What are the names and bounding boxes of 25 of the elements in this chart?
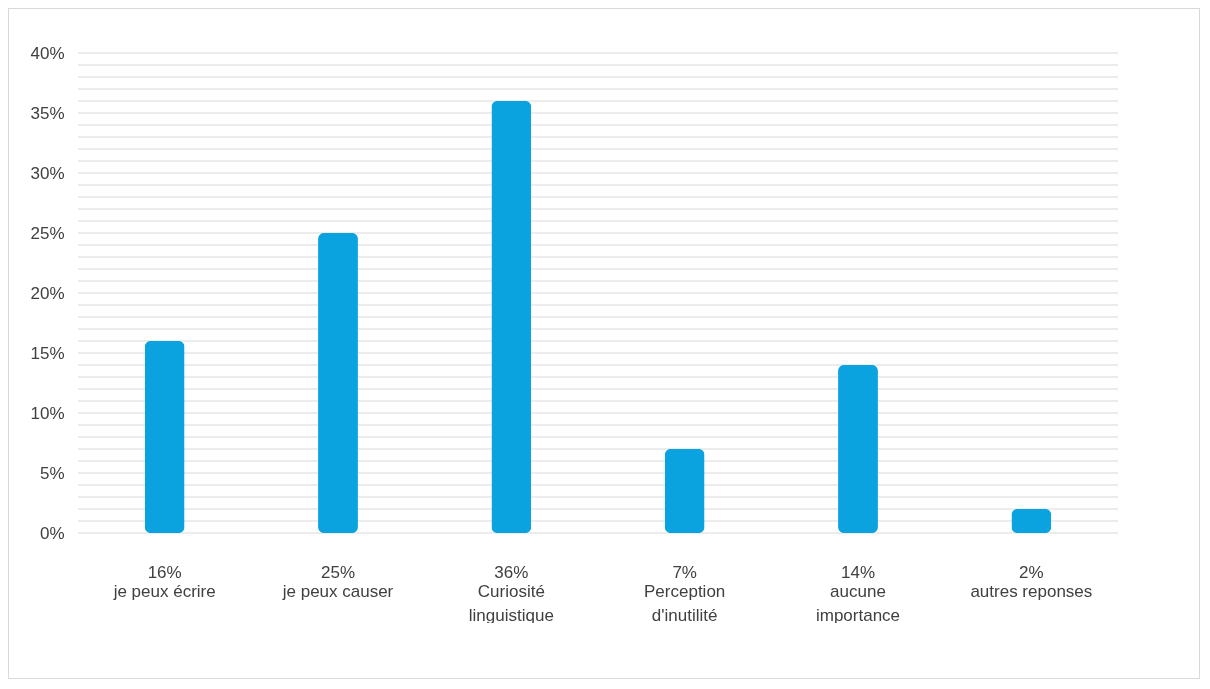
x-tick-label: je peux écrire [112, 581, 216, 601]
bar [144, 341, 185, 533]
y-tick-label: 15% [30, 343, 65, 363]
x-tick-label: je peux causer [281, 581, 394, 601]
data-label: 36% [494, 563, 529, 582]
bar [838, 365, 878, 533]
data-label: 14% [840, 563, 876, 582]
bar [1011, 509, 1052, 533]
data-label: 7% [672, 563, 697, 582]
bar [664, 449, 705, 533]
y-tick-label: 5% [39, 463, 65, 483]
y-tick-label: 40% [30, 43, 65, 63]
data-label: 25% [320, 563, 356, 582]
y-tick-label: 10% [30, 403, 65, 423]
data-label: 2% [1019, 563, 1044, 582]
data-label: 16% [147, 563, 182, 582]
y-tick-label: 20% [30, 283, 65, 303]
bar [318, 233, 358, 533]
y-tick-label: 25% [30, 223, 65, 243]
x-tick-label: Perception d'inutilité [644, 581, 726, 625]
y-tick-label: 30% [30, 163, 65, 183]
bar [491, 101, 532, 533]
y-tick-label: 35% [30, 103, 65, 123]
x-tick-label: autres reponses [970, 581, 1093, 601]
y-tick-label: 0% [39, 523, 65, 543]
